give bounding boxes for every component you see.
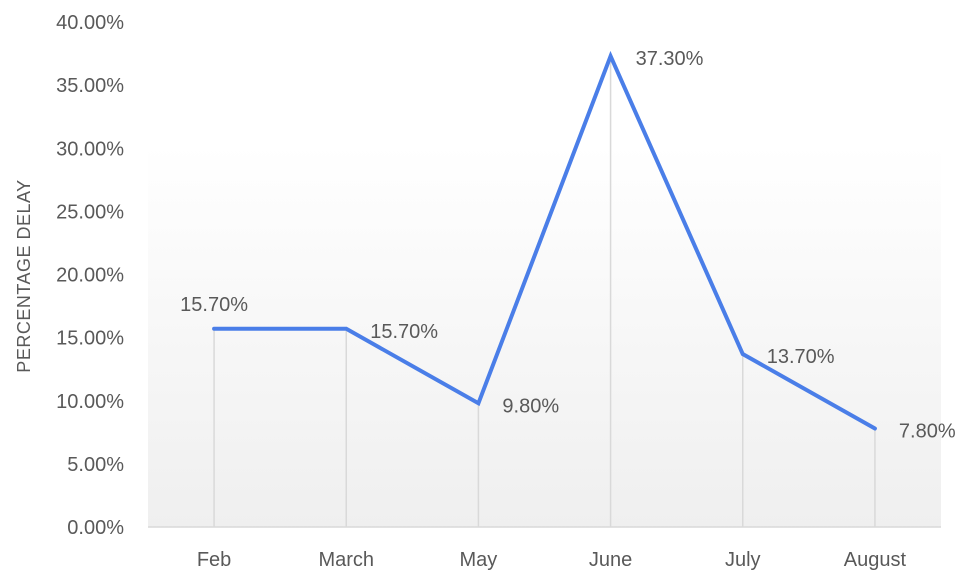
- data-label: 7.80%: [899, 421, 956, 443]
- series-line: [212, 50, 877, 431]
- drop-lines: [213, 56, 876, 527]
- x-axis-tick-labels: Feb March May June July August: [197, 549, 907, 571]
- x-tick-label: March: [318, 549, 374, 571]
- data-label: 13.70%: [767, 346, 835, 368]
- y-tick-label: 10.00%: [56, 391, 124, 413]
- data-label: 15.70%: [370, 321, 438, 343]
- data-label: 15.70%: [180, 294, 248, 316]
- y-tick-label: 30.00%: [56, 138, 124, 160]
- plot-area-background: [148, 145, 941, 527]
- x-tick-label: May: [460, 549, 498, 571]
- y-tick-label: 40.00%: [56, 12, 124, 34]
- data-labels: 15.70% 15.70% 9.80% 37.30% 13.70% 7.80%: [180, 48, 956, 442]
- y-tick-label: 25.00%: [56, 201, 124, 223]
- y-axis-tick-labels: 0.00% 5.00% 10.00% 15.00% 20.00% 25.00% 30.00%…: [56, 12, 124, 539]
- y-tick-label: 0.00%: [67, 517, 124, 539]
- data-label: 9.80%: [502, 395, 559, 417]
- y-tick-label: 15.00%: [56, 328, 124, 350]
- y-tick-label: 20.00%: [56, 265, 124, 287]
- data-label: 37.30%: [636, 48, 704, 70]
- x-tick-label: June: [589, 549, 632, 571]
- y-tick-label: 35.00%: [56, 75, 124, 97]
- y-tick-label: 5.00%: [67, 454, 124, 476]
- x-tick-label: July: [725, 549, 761, 571]
- x-tick-label: August: [844, 549, 907, 571]
- x-tick-label: Feb: [197, 549, 231, 571]
- y-axis-title: PERCENTAGE DELAY: [14, 179, 34, 372]
